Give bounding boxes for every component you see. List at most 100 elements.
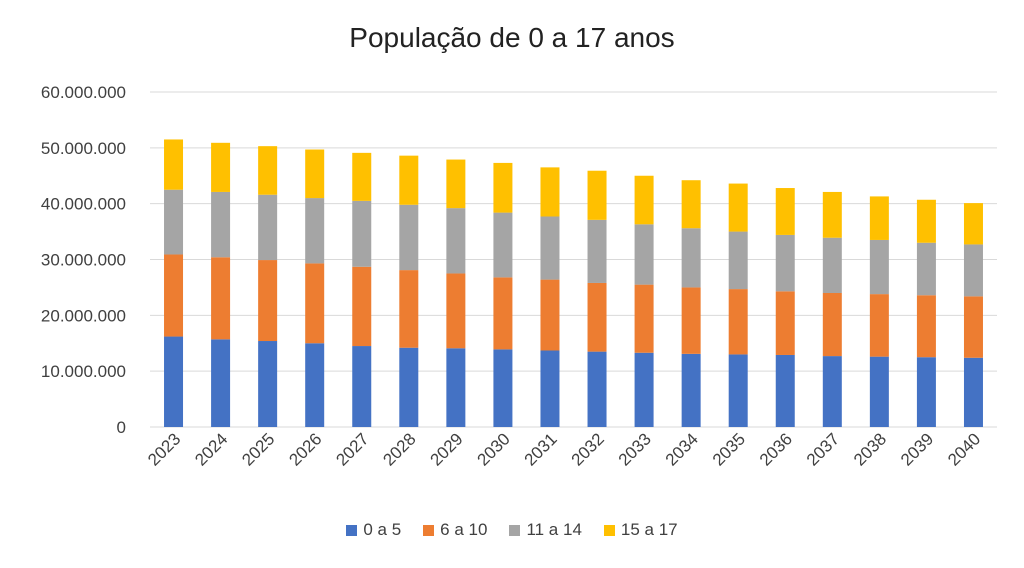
bar-segment-15-a-17-2029 bbox=[446, 159, 466, 209]
x-tick-label: 2028 bbox=[379, 429, 419, 469]
bar-segment-6-a-10-2036 bbox=[775, 291, 795, 355]
x-tick-label: 2035 bbox=[709, 429, 749, 469]
bar-segment-0-a-5-2039 bbox=[916, 357, 936, 427]
bar-segment-0-a-5-2034 bbox=[681, 353, 701, 427]
x-tick-label: 2037 bbox=[803, 429, 843, 469]
y-tick-label: 30.000.000 bbox=[41, 251, 126, 270]
y-tick-label: 50.000.000 bbox=[41, 139, 126, 158]
x-tick-label: 2026 bbox=[285, 429, 325, 469]
bar-segment-11-a-14-2034 bbox=[681, 228, 701, 288]
x-tick-label: 2029 bbox=[427, 429, 467, 469]
x-tick-label: 2030 bbox=[474, 429, 514, 469]
bar-segment-11-a-14-2036 bbox=[775, 234, 795, 292]
bar-segment-0-a-5-2038 bbox=[869, 356, 889, 427]
y-tick-label: 10.000.000 bbox=[41, 362, 126, 381]
legend-label: 0 a 5 bbox=[363, 520, 402, 539]
bar-segment-15-a-17-2035 bbox=[728, 183, 748, 232]
bar-segment-0-a-5-2024 bbox=[211, 339, 231, 427]
bar-segment-6-a-10-2030 bbox=[493, 277, 513, 350]
legend-swatch bbox=[423, 524, 435, 536]
bar-segment-15-a-17-2040 bbox=[963, 203, 983, 245]
bar-segment-0-a-5-2026 bbox=[305, 343, 325, 427]
gridlines bbox=[150, 91, 997, 428]
bar-segment-0-a-5-2028 bbox=[399, 347, 419, 427]
bar-segment-15-a-17-2028 bbox=[399, 155, 419, 205]
bar-segment-15-a-17-2033 bbox=[634, 175, 654, 225]
x-tick-label: 2033 bbox=[615, 429, 655, 469]
bar-segment-11-a-14-2038 bbox=[869, 239, 889, 295]
bar-segment-11-a-14-2030 bbox=[493, 212, 513, 278]
x-tick-label: 2040 bbox=[944, 429, 984, 469]
bar-segment-15-a-17-2025 bbox=[258, 146, 278, 195]
x-tick-label: 2031 bbox=[521, 429, 561, 469]
bar-segment-15-a-17-2027 bbox=[352, 152, 372, 201]
x-tick-label: 2034 bbox=[662, 429, 702, 469]
bar-segment-0-a-5-2032 bbox=[587, 351, 607, 427]
bar-segment-6-a-10-2026 bbox=[305, 263, 325, 344]
chart-title: População de 0 a 17 anos bbox=[349, 22, 675, 53]
bar-segment-11-a-14-2035 bbox=[728, 231, 748, 290]
bar-segment-11-a-14-2023 bbox=[164, 189, 184, 255]
bar-segment-15-a-17-2023 bbox=[164, 139, 184, 190]
y-tick-label: 60.000.000 bbox=[41, 83, 126, 102]
bar-segment-6-a-10-2024 bbox=[211, 257, 231, 340]
legend-label: 15 a 17 bbox=[620, 520, 678, 539]
x-tick-label: 2023 bbox=[144, 429, 184, 469]
bar-segment-15-a-17-2034 bbox=[681, 180, 701, 229]
y-axis: 0 10.000.000 20.000.000 30.000.000 40.000.00… bbox=[41, 83, 126, 437]
bar-segment-15-a-17-2032 bbox=[587, 170, 607, 220]
x-tick-label: 2025 bbox=[238, 429, 278, 469]
legend-label: 6 a 10 bbox=[440, 520, 488, 539]
bar-segment-11-a-14-2039 bbox=[916, 242, 936, 296]
bar-segment-0-a-5-2023 bbox=[164, 336, 184, 427]
bar-segment-15-a-17-2026 bbox=[305, 149, 325, 199]
bar-segment-0-a-5-2025 bbox=[258, 341, 278, 427]
y-tick-label: 40.000.000 bbox=[41, 195, 126, 214]
bar-segment-6-a-10-2039 bbox=[916, 295, 936, 358]
bar-segment-0-a-5-2033 bbox=[634, 352, 654, 427]
legend: 0 a 5 6 a 10 11 a 14 15 a 17 bbox=[0, 520, 1024, 540]
bars bbox=[164, 139, 983, 427]
bar-segment-6-a-10-2031 bbox=[540, 279, 560, 351]
legend-item: 6 a 10 bbox=[423, 520, 487, 540]
bar-segment-0-a-5-2037 bbox=[822, 356, 842, 427]
legend-swatch bbox=[603, 524, 615, 536]
bar-segment-6-a-10-2025 bbox=[258, 260, 278, 342]
bar-segment-11-a-14-2024 bbox=[211, 191, 231, 258]
x-tick-label: 2032 bbox=[568, 429, 608, 469]
bar-segment-11-a-14-2026 bbox=[305, 198, 325, 264]
legend-item: 15 a 17 bbox=[603, 520, 678, 540]
bar-segment-15-a-17-2024 bbox=[211, 142, 231, 192]
bar-segment-15-a-17-2031 bbox=[540, 167, 560, 217]
bar-segment-11-a-14-2040 bbox=[963, 244, 983, 297]
bar-segment-6-a-10-2029 bbox=[446, 273, 466, 349]
bar-segment-0-a-5-2035 bbox=[728, 354, 748, 427]
y-tick-label: 0 bbox=[117, 418, 126, 437]
y-tick-label: 20.000.000 bbox=[41, 306, 126, 325]
bar-segment-11-a-14-2029 bbox=[446, 208, 466, 274]
legend-swatch bbox=[509, 524, 521, 536]
bar-segment-0-a-5-2029 bbox=[446, 348, 466, 427]
legend-item: 11 a 14 bbox=[509, 520, 582, 540]
legend-item: 0 a 5 bbox=[346, 520, 401, 540]
bar-segment-11-a-14-2028 bbox=[399, 204, 419, 271]
legend-swatch bbox=[346, 524, 358, 536]
bar-segment-6-a-10-2037 bbox=[822, 293, 842, 357]
bar-segment-15-a-17-2037 bbox=[822, 191, 842, 238]
bar-segment-11-a-14-2027 bbox=[352, 200, 372, 267]
bar-segment-6-a-10-2035 bbox=[728, 289, 748, 355]
legend-label: 11 a 14 bbox=[526, 520, 582, 539]
bar-segment-6-a-10-2040 bbox=[963, 296, 983, 358]
x-tick-label: 2024 bbox=[191, 429, 231, 469]
bar-segment-0-a-5-2040 bbox=[963, 357, 983, 427]
bar-segment-0-a-5-2036 bbox=[775, 354, 795, 427]
bar-segment-15-a-17-2039 bbox=[916, 199, 936, 243]
bar-segment-6-a-10-2032 bbox=[587, 282, 607, 352]
x-tick-label: 2027 bbox=[332, 429, 372, 469]
bar-segment-6-a-10-2034 bbox=[681, 287, 701, 354]
bar-segment-15-a-17-2030 bbox=[493, 162, 513, 213]
bar-segment-15-a-17-2036 bbox=[775, 188, 795, 235]
bar-segment-11-a-14-2037 bbox=[822, 237, 842, 293]
bar-segment-6-a-10-2027 bbox=[352, 266, 372, 347]
